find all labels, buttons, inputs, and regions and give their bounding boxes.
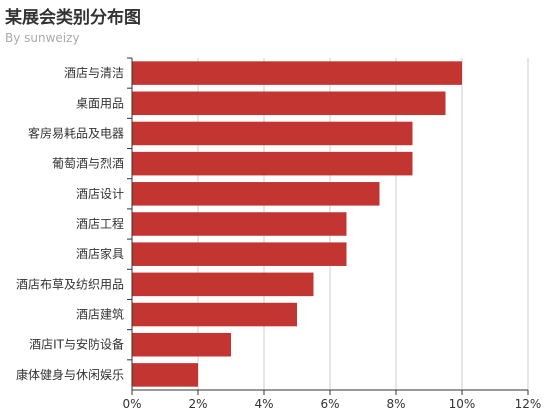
chart-subtitle: By sunweizy (5, 31, 80, 45)
category-label: 酒店工程 (76, 216, 124, 231)
bar (132, 242, 347, 266)
category-labels: 酒店与清洁桌面用品客房易耗品及电器葡萄酒与烈酒酒店设计酒店工程酒店家具酒店布草及… (16, 57, 132, 382)
category-label: 酒店建筑 (76, 307, 124, 322)
bar (132, 272, 314, 297)
bars (132, 61, 462, 387)
category-label: 酒店家具 (76, 246, 124, 261)
x-tick-label: 4% (254, 397, 273, 411)
x-tick-label: 10% (449, 397, 476, 411)
category-label: 酒店IT与安防设备 (29, 337, 124, 352)
x-tick-label: 0% (122, 397, 141, 411)
category-label: 客房易耗品及电器 (28, 125, 124, 140)
x-tick-label: 12% (515, 397, 542, 411)
bar (132, 363, 198, 387)
category-label: 酒店布草及纺织用品 (16, 277, 124, 291)
category-label: 桌面用品 (76, 96, 124, 110)
bar (132, 332, 231, 357)
bar (132, 302, 297, 327)
category-label: 酒店设计 (76, 187, 124, 201)
bar (132, 121, 413, 146)
category-label: 酒店与清洁 (64, 66, 124, 80)
chart-title: 某展会类别分布图 (5, 8, 141, 28)
x-tick-label: 6% (320, 397, 339, 411)
bar (132, 182, 380, 206)
bar (132, 91, 446, 116)
x-tick-labels: 0% 2% 4% 6% 8% 10% 12% (122, 390, 541, 411)
category-label: 葡萄酒与烈酒 (52, 157, 124, 171)
x-tick-label: 2% (188, 397, 207, 411)
bar (132, 151, 413, 176)
bar (132, 212, 347, 236)
bar (132, 61, 462, 85)
category-label: 康体健身与休闲娱乐 (16, 367, 124, 382)
x-tick-label: 8% (386, 397, 405, 411)
